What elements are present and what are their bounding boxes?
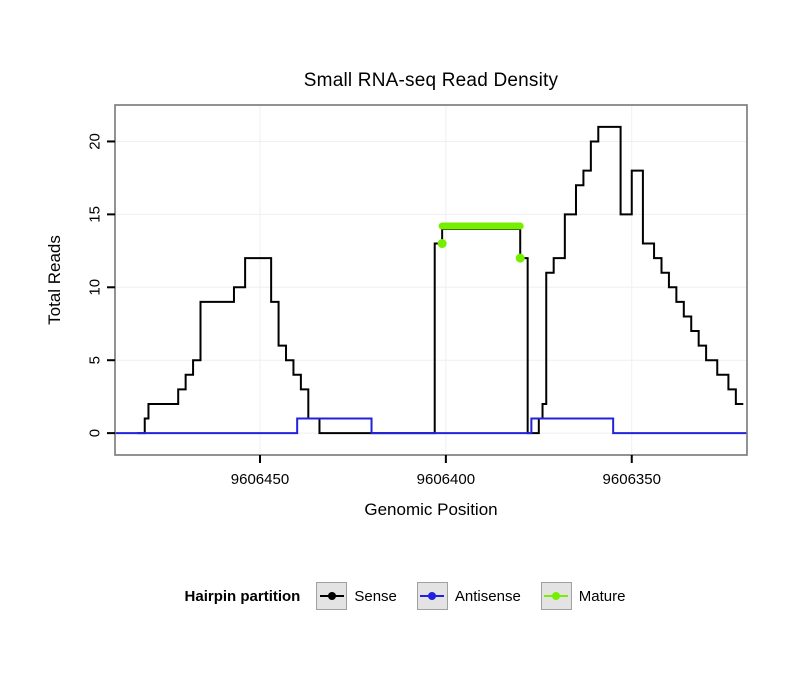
legend-label: Mature (578, 587, 626, 605)
sense-line (137, 125, 744, 435)
legend: Hairpin partition Sense Antisense Mature (0, 582, 810, 610)
mature-point (437, 239, 447, 249)
legend-item-antisense: Antisense (416, 582, 521, 610)
x-axis-title: Genomic Position (364, 500, 498, 519)
y-tick-label: 20 (87, 133, 104, 150)
legend-entries: Sense Antisense Mature (316, 582, 625, 610)
y-tick-label: 15 (87, 206, 104, 223)
y-tick-label: 5 (87, 356, 104, 364)
y-tick-label: 0 (87, 429, 104, 437)
x-tick-label: 9606400 (417, 471, 475, 488)
legend-key-sense-icon (316, 582, 348, 610)
chart-title: Small RNA-seq Read Density (303, 70, 559, 91)
legend-item-mature: Mature (540, 582, 626, 610)
x-tick-label: 9606450 (231, 471, 289, 488)
antisense-line (115, 417, 747, 435)
x-tick-label: 9606350 (603, 471, 661, 488)
chart-canvas: 9606450 9606400 9606350 0 5 10 15 20 (87, 104, 748, 488)
legend-title: Hairpin partition (184, 587, 301, 605)
mature-point (515, 253, 525, 263)
legend-key-mature-icon (540, 582, 572, 610)
y-axis-title: Total Reads (45, 235, 64, 325)
legend-key-antisense-icon (416, 582, 448, 610)
legend-label: Sense (354, 587, 397, 605)
legend-label: Antisense (454, 587, 521, 605)
legend-item-sense: Sense (316, 582, 397, 610)
panel-border (114, 104, 748, 456)
plot-panel (115, 105, 747, 455)
y-tick-label: 10 (87, 279, 104, 296)
